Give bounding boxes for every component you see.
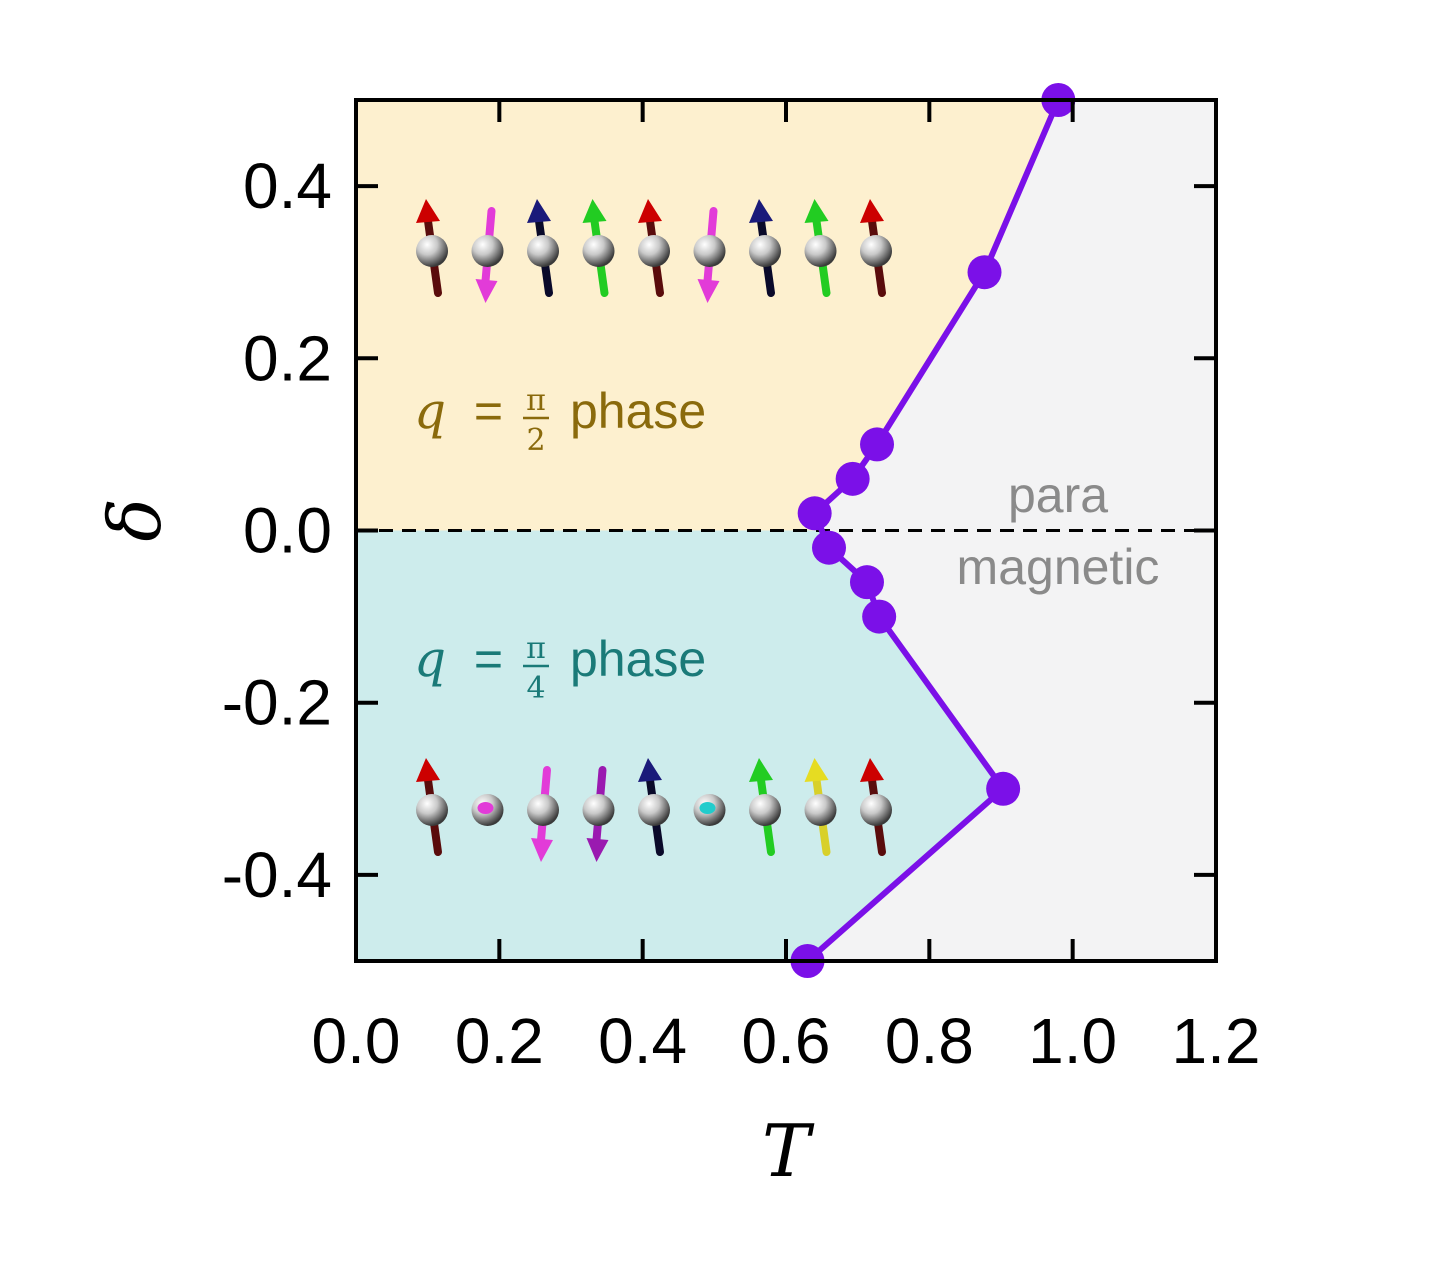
y-tick-label-4: -0.4 <box>222 839 332 911</box>
q-pi-over-2-label-main: q = <box>414 382 503 440</box>
boundary-point-3 <box>849 565 884 600</box>
boundary-point-4 <box>812 530 846 565</box>
spin-upper-4 <box>638 199 670 297</box>
spin-upper-2 <box>527 199 559 297</box>
q-pi-over-4-frac-den: 4 <box>526 671 545 706</box>
q-pi-over-2-frac-num: π <box>526 383 546 418</box>
spin-upper-0 <box>416 199 448 297</box>
y-tick-label-2: 0.0 <box>243 495 332 567</box>
y-tick-label-3: -0.2 <box>222 667 332 739</box>
x-tick-label-2: 0.4 <box>598 1005 687 1077</box>
spin-chain-lower <box>416 758 892 862</box>
boundary-point-6 <box>835 461 870 496</box>
q-pi-over-4-label-phase: phase <box>570 631 706 687</box>
q-pi-over-4-label-q: q <box>414 630 446 688</box>
x-tick-label-0: 0.0 <box>312 1005 401 1077</box>
boundary-point-2 <box>862 599 897 634</box>
spin-upper-5 <box>693 207 726 303</box>
x-tick-label-6: 1.2 <box>1172 1005 1261 1077</box>
phase-regions <box>356 100 1216 961</box>
spin-lower-7 <box>804 758 837 856</box>
spin-lower-2 <box>527 766 559 862</box>
spin-lower-6 <box>749 758 781 856</box>
y-ticks <box>356 184 1216 877</box>
q-pi-over-2-label-eq: = <box>474 383 503 439</box>
spin-lower-4 <box>638 758 670 856</box>
x-axis-title: T <box>762 1109 815 1193</box>
q-pi-over-4-label-main: q = <box>414 630 503 688</box>
x-ticks <box>354 100 1218 961</box>
boundary-point-5 <box>797 496 832 531</box>
q-pi-over-2-frac-den: 2 <box>526 423 545 458</box>
paramagnetic-label-line1: para <box>1008 467 1108 523</box>
paramagnetic-label-line2: magnetic <box>957 539 1160 595</box>
phase-boundary-line <box>805 98 1062 964</box>
boundary-point-8 <box>967 255 1002 290</box>
q-pi-over-4-frac-num: π <box>526 631 546 666</box>
y-axis-title: δ <box>93 498 177 541</box>
x-tick-label-3: 0.6 <box>742 1005 831 1077</box>
spin-upper-7 <box>804 199 837 297</box>
x-tick-label-5: 1.0 <box>1028 1005 1117 1077</box>
q-pi-over-4-label-eq: = <box>474 631 503 687</box>
spin-lower-1 <box>471 794 504 826</box>
spin-chain-upper <box>416 199 892 303</box>
spin-upper-8 <box>860 199 892 297</box>
x-tick-labels: 0.0 0.2 0.4 0.6 0.8 1.0 1.2 <box>312 1005 1261 1077</box>
q-pi-over-2-region <box>356 100 1059 531</box>
x-tick-label-1: 0.2 <box>455 1005 544 1077</box>
spin-upper-3 <box>582 199 615 297</box>
boundary-point-1 <box>986 771 1021 806</box>
phase-boundary-points <box>790 83 1076 978</box>
q-pi-over-2-label: q = π 2 phase <box>414 382 706 458</box>
spin-lower-3 <box>582 766 615 862</box>
spin-lower-8 <box>860 758 892 856</box>
q-pi-over-2-label-q: q <box>414 382 446 440</box>
y-tick-label-1: 0.2 <box>243 322 332 394</box>
y-tick-labels: 0.4 0.2 0.0 -0.2 -0.4 <box>222 150 332 911</box>
y-tick-label-0: 0.4 <box>243 150 332 222</box>
spin-upper-1 <box>471 207 504 303</box>
spin-upper-6 <box>749 199 781 297</box>
q-pi-over-4-region <box>356 530 1004 961</box>
x-tick-label-4: 0.8 <box>885 1005 974 1077</box>
q-pi-over-2-label-phase: phase <box>570 383 706 439</box>
q-pi-over-4-label: q = π 4 phase <box>414 630 706 706</box>
boundary-point-7 <box>860 427 895 462</box>
spin-lower-5 <box>693 794 726 826</box>
spin-lower-0 <box>416 758 448 856</box>
